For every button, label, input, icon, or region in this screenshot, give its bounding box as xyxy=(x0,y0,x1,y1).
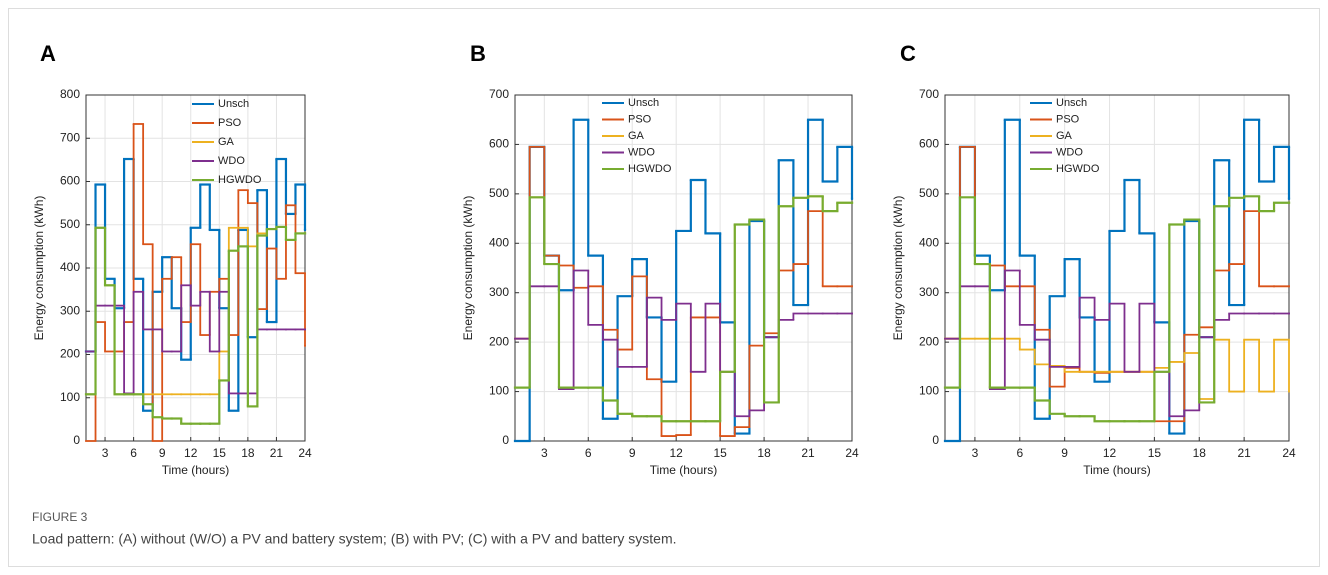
y-tick-label: 700 xyxy=(60,130,80,144)
x-tick-label: 3 xyxy=(102,446,109,460)
legend-label: Unsch xyxy=(628,97,659,109)
panel-label: A xyxy=(40,41,56,66)
x-axis-label: Time (hours) xyxy=(650,463,718,477)
x-tick-label: 15 xyxy=(1148,446,1162,460)
x-tick-label: 12 xyxy=(184,446,198,460)
legend-label: GA xyxy=(218,136,235,148)
y-tick-label: 300 xyxy=(489,285,509,299)
y-tick-label: 800 xyxy=(60,87,80,101)
legend-label: Unsch xyxy=(218,98,249,110)
legend-label: PSO xyxy=(628,113,652,125)
y-tick-label: 300 xyxy=(60,303,80,317)
y-tick-label: 600 xyxy=(919,137,939,151)
legend-label: GA xyxy=(1056,130,1073,142)
y-axis-label: Energy consumption (kWh) xyxy=(891,196,905,341)
panel-label: C xyxy=(900,41,916,66)
legend-label: HGWDO xyxy=(628,163,672,175)
y-tick-label: 400 xyxy=(60,260,80,274)
axes-box xyxy=(944,94,1290,442)
y-tick-label: 200 xyxy=(919,334,939,348)
y-tick-label: 100 xyxy=(919,384,939,398)
figure-label: FIGURE 3 xyxy=(32,510,88,524)
plot-area xyxy=(515,95,852,441)
series-line xyxy=(943,195,1291,423)
x-tick-label: 21 xyxy=(801,446,815,460)
x-tick-label: 21 xyxy=(270,446,284,460)
y-tick-label: 500 xyxy=(60,217,80,231)
x-tick-label: 15 xyxy=(713,446,727,460)
x-tick-label: 3 xyxy=(541,446,548,460)
legend-label: GA xyxy=(628,130,645,142)
frame xyxy=(8,8,1320,567)
legend-label: PSO xyxy=(1056,113,1080,125)
x-tick-label: 21 xyxy=(1237,446,1251,460)
x-tick-label: 3 xyxy=(972,446,979,460)
legend-label: HGWDO xyxy=(1056,163,1100,175)
x-axis-label: Time (hours) xyxy=(162,463,230,477)
y-tick-label: 100 xyxy=(489,384,509,398)
x-tick-label: 12 xyxy=(669,446,683,460)
y-tick-label: 400 xyxy=(919,235,939,249)
y-tick-label: 0 xyxy=(73,433,80,447)
y-axis-label: Energy consumption (kWh) xyxy=(461,196,475,341)
x-tick-label: 24 xyxy=(298,446,312,460)
x-tick-label: 15 xyxy=(213,446,227,460)
x-tick-label: 6 xyxy=(585,446,592,460)
series-line xyxy=(513,195,854,423)
x-tick-label: 6 xyxy=(130,446,137,460)
x-tick-label: 12 xyxy=(1103,446,1117,460)
legend-label: HGWDO xyxy=(218,174,262,186)
x-tick-label: 9 xyxy=(1061,446,1068,460)
y-tick-label: 500 xyxy=(489,186,509,200)
y-tick-label: 0 xyxy=(502,433,509,447)
y-tick-label: 300 xyxy=(919,285,939,299)
y-tick-label: 200 xyxy=(60,347,80,361)
y-tick-label: 500 xyxy=(919,186,939,200)
x-tick-label: 24 xyxy=(1282,446,1296,460)
axes-box xyxy=(85,94,306,442)
legend-label: WDO xyxy=(218,155,245,167)
x-tick-label: 24 xyxy=(845,446,859,460)
x-tick-label: 18 xyxy=(757,446,771,460)
legend-label: PSO xyxy=(218,117,242,129)
axes-box xyxy=(514,94,853,442)
x-tick-label: 9 xyxy=(629,446,636,460)
plot-area xyxy=(945,95,1289,441)
y-axis-label: Energy consumption (kWh) xyxy=(32,196,46,341)
y-tick-label: 400 xyxy=(489,235,509,249)
x-tick-label: 6 xyxy=(1016,446,1023,460)
series-line xyxy=(84,225,307,425)
y-tick-label: 600 xyxy=(489,137,509,151)
caption: Load pattern: (A) without (W/O) a PV and… xyxy=(32,531,677,547)
y-tick-label: 100 xyxy=(60,390,80,404)
y-tick-label: 200 xyxy=(489,334,509,348)
y-tick-label: 0 xyxy=(932,433,939,447)
x-tick-label: 9 xyxy=(159,446,166,460)
legend-label: WDO xyxy=(1056,146,1083,158)
x-tick-label: 18 xyxy=(1193,446,1207,460)
x-tick-label: 18 xyxy=(241,446,255,460)
y-tick-label: 700 xyxy=(489,87,509,101)
y-tick-label: 700 xyxy=(919,87,939,101)
y-tick-label: 600 xyxy=(60,174,80,188)
legend-label: WDO xyxy=(628,146,655,158)
x-axis-label: Time (hours) xyxy=(1083,463,1151,477)
legend-label: Unsch xyxy=(1056,97,1087,109)
panel-label: B xyxy=(470,41,486,66)
